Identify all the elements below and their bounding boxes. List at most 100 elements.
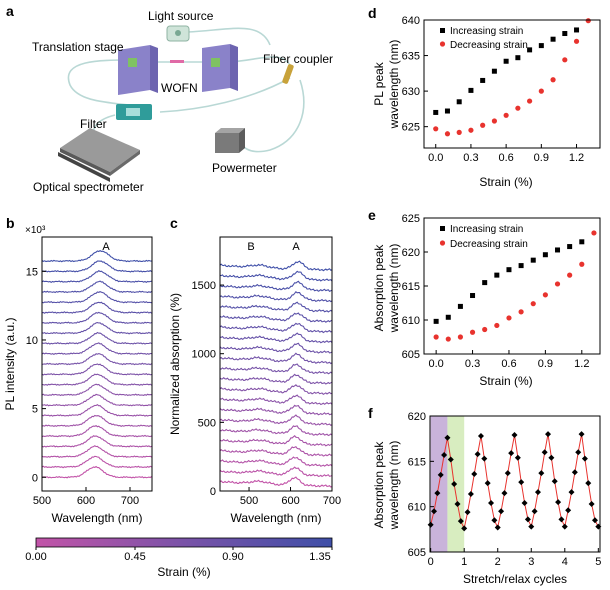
c-axes-frame [219, 236, 333, 492]
b-trace-0 [41, 465, 152, 479]
label-wofn: WOFN [161, 81, 198, 95]
e-point-s1-11 [567, 272, 573, 278]
b-trace-21 [41, 249, 152, 263]
b-x-label: Wavelength (nm) [52, 511, 143, 525]
d-legend-marker-increasing [440, 28, 445, 33]
b-trace-14 [41, 322, 152, 335]
c-trace-19 [219, 280, 333, 292]
f-point-35 [545, 431, 552, 438]
e-x-label: Strain (%) [479, 374, 532, 388]
d-point-s1-9 [538, 88, 544, 94]
c-traces [219, 260, 333, 488]
c-trace-10 [219, 373, 333, 385]
e-point-s0-10 [555, 247, 561, 253]
d-point-s0-3 [468, 87, 474, 93]
f-point-11 [464, 509, 471, 516]
f-point-34 [541, 449, 548, 456]
f-point-3 [437, 471, 444, 478]
f-point-1 [431, 508, 438, 515]
e-y-label-line1: Absorption peak [372, 244, 386, 332]
e-xtick-label-3: 0.9 [538, 358, 553, 370]
e-point-s0-8 [530, 257, 536, 263]
e-ytick-label-0: 605 [402, 349, 420, 361]
d-point-s0-8 [527, 47, 533, 53]
b-xtick-label-1: 600 [77, 495, 95, 507]
f-y-label-line1: Absorption peak [372, 441, 386, 529]
e-point-s0-2 [457, 303, 463, 309]
d-ytick-label-2: 635 [402, 51, 420, 63]
b-y-exponent: ×10³ [25, 225, 46, 236]
label-filter: Filter [80, 117, 107, 131]
d-point-s0-12 [574, 27, 580, 33]
b-ytick-label-1: 5 [32, 404, 38, 416]
b-axes-frame [41, 236, 153, 492]
f-point-40 [561, 523, 568, 530]
wofn-sample-icon [170, 60, 184, 63]
f-point-2 [434, 490, 441, 497]
f-point-17 [484, 480, 491, 487]
d-legend-decreasing: Decreasing strain [450, 40, 528, 51]
panel-b-pl-spectra: b ×10³ 500 600 700 0 5 10 15 A Wavelength (nm)… [3, 215, 153, 525]
c-trace-13 [219, 342, 333, 354]
f-xtick-label-1: 1 [461, 556, 467, 568]
f-point-15 [477, 432, 484, 439]
f-point-8 [454, 500, 461, 507]
e-legend-decreasing: Decreasing strain [450, 239, 528, 250]
f-point-23 [504, 470, 511, 477]
d-plot [433, 18, 591, 137]
d-point-s0-11 [562, 31, 568, 37]
panel-letter-a: a [6, 3, 14, 19]
d-point-s1-5 [491, 118, 497, 124]
panel-e-absorption-peak-vs-strain: e 0.0 0.3 0.6 0.9 1.2 605 610 615 620 625 Increas… [368, 207, 601, 388]
d-ytick-label-1: 630 [402, 86, 420, 98]
f-point-18 [488, 500, 495, 507]
b-trace-12 [41, 342, 152, 356]
c-trace-16 [219, 312, 333, 323]
f-point-26 [514, 454, 521, 461]
f-point-21 [498, 508, 505, 515]
e-point-s0-5 [494, 272, 500, 278]
e-ytick-label-3: 620 [402, 247, 420, 259]
d-xtick-label-3: 0.9 [534, 152, 549, 164]
c-trace-1 [219, 466, 333, 478]
f-point-41 [565, 507, 572, 514]
c-xtick-label-2: 700 [323, 495, 341, 507]
f-point-7 [451, 481, 458, 487]
f-point-16 [481, 455, 488, 462]
c-xtick-label-0: 500 [240, 495, 258, 507]
e-legend-marker-decreasing [439, 240, 446, 246]
c-trace-17 [220, 301, 333, 313]
b-traces [41, 249, 152, 479]
c-trace-18 [219, 291, 333, 303]
b-trace-16 [41, 301, 152, 314]
e-point-s1-9 [542, 292, 548, 298]
b-trace-7 [41, 393, 152, 407]
d-point-s0-1 [444, 108, 450, 114]
fiber-to-powermeter [237, 79, 305, 153]
colorbar-label: Strain (%) [157, 565, 210, 579]
f-point-42 [568, 489, 575, 496]
f-xtick-label-2: 2 [495, 556, 501, 568]
b-trace-15 [41, 311, 152, 325]
f-point-29 [524, 516, 531, 523]
colorbar-gradient [35, 537, 333, 548]
b-ticks: 500 600 700 0 5 10 15 [26, 266, 139, 507]
d-point-s0-5 [491, 68, 497, 74]
d-point-s1-13 [585, 18, 591, 24]
b-trace-19 [41, 270, 152, 283]
b-trace-10 [41, 363, 152, 376]
e-point-s1-5 [494, 322, 500, 329]
d-point-s0-10 [550, 36, 556, 42]
f-xtick-label-3: 3 [528, 556, 534, 568]
f-point-13 [471, 471, 478, 478]
c-trace-4 [219, 435, 333, 447]
f-y-label-line2: wavelength (nm) [387, 441, 401, 531]
optical-spectrometer-icon [58, 128, 140, 182]
f-point-9 [457, 518, 464, 525]
b-trace-20 [42, 260, 152, 273]
f-point-12 [467, 490, 474, 497]
e-point-s1-2 [457, 334, 464, 340]
e-point-s1-12 [579, 261, 585, 267]
d-point-s1-10 [550, 77, 556, 83]
f-x-label: Stretch/relax cycles [463, 572, 567, 586]
